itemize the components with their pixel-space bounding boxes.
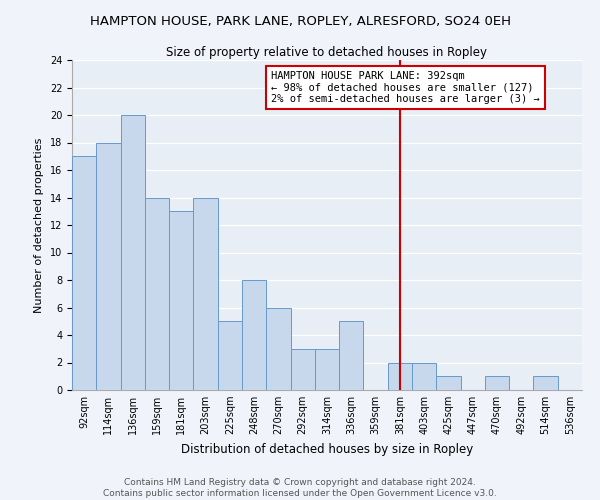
Text: Contains HM Land Registry data © Crown copyright and database right 2024.
Contai: Contains HM Land Registry data © Crown c… — [103, 478, 497, 498]
Bar — [145, 198, 169, 390]
Text: HAMPTON HOUSE PARK LANE: 392sqm
← 98% of detached houses are smaller (127)
2% of: HAMPTON HOUSE PARK LANE: 392sqm ← 98% of… — [271, 71, 540, 104]
Bar — [412, 362, 436, 390]
Bar — [169, 211, 193, 390]
Bar — [315, 349, 339, 390]
Bar — [121, 115, 145, 390]
Y-axis label: Number of detached properties: Number of detached properties — [34, 138, 44, 312]
Bar — [436, 376, 461, 390]
Bar — [290, 349, 315, 390]
Bar — [218, 322, 242, 390]
Text: HAMPTON HOUSE, PARK LANE, ROPLEY, ALRESFORD, SO24 0EH: HAMPTON HOUSE, PARK LANE, ROPLEY, ALRESF… — [89, 15, 511, 28]
Bar — [339, 322, 364, 390]
X-axis label: Distribution of detached houses by size in Ropley: Distribution of detached houses by size … — [181, 442, 473, 456]
Bar — [388, 362, 412, 390]
Bar — [72, 156, 96, 390]
Bar — [193, 198, 218, 390]
Title: Size of property relative to detached houses in Ropley: Size of property relative to detached ho… — [167, 46, 487, 59]
Bar — [533, 376, 558, 390]
Bar — [242, 280, 266, 390]
Bar — [266, 308, 290, 390]
Bar — [96, 142, 121, 390]
Bar — [485, 376, 509, 390]
